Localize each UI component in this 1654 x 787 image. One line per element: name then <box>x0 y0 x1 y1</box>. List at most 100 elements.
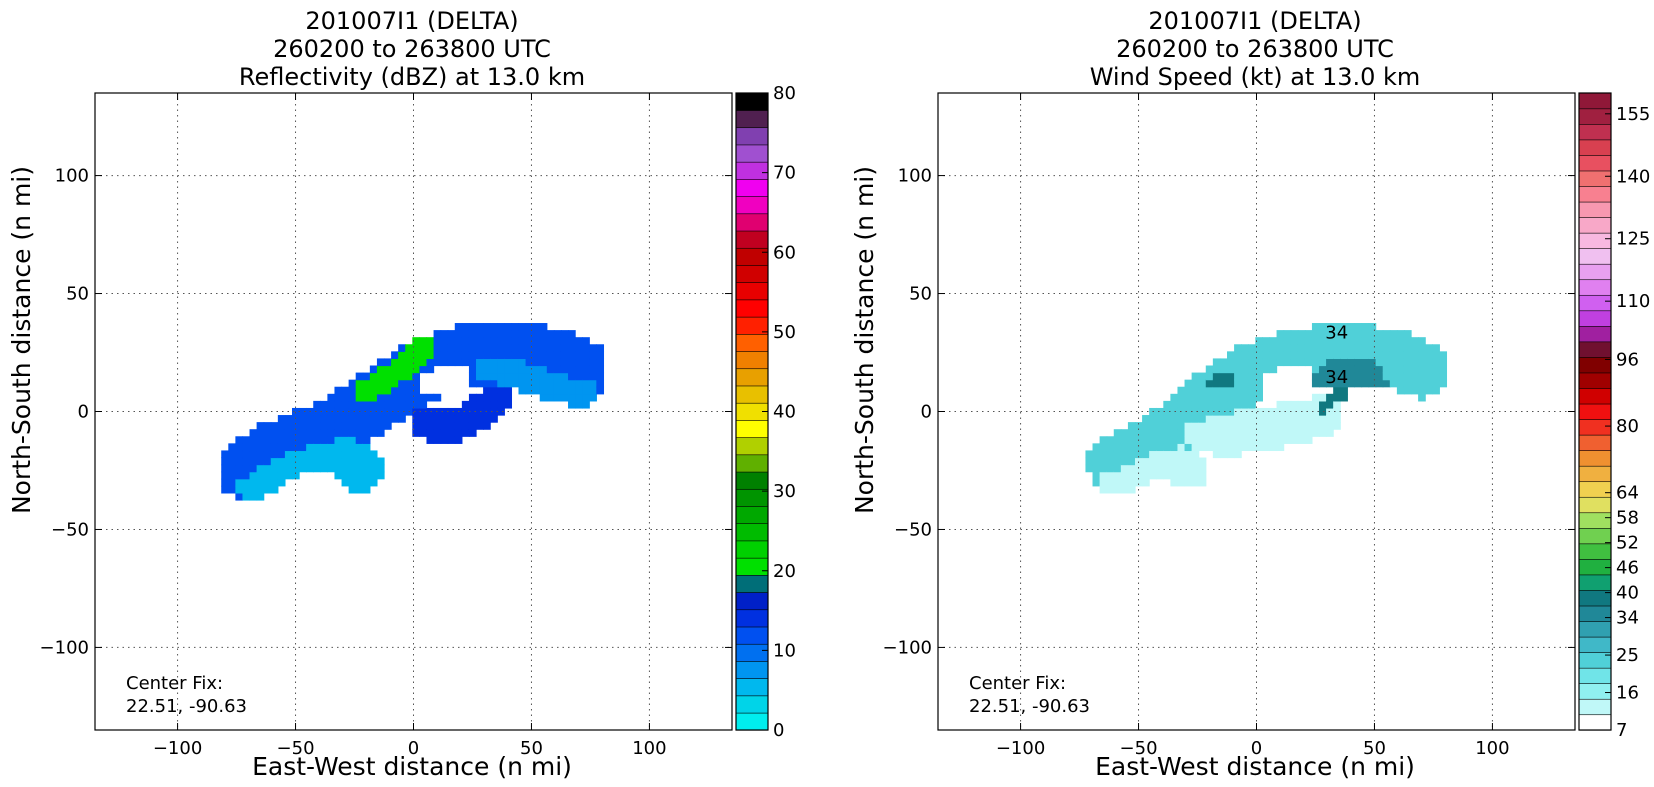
field-cell <box>575 372 583 381</box>
field-cell <box>575 337 583 345</box>
field-cell <box>589 344 597 352</box>
field-cell <box>589 358 597 367</box>
field-cell <box>1177 400 1186 409</box>
field-cell <box>582 358 590 367</box>
field-cell <box>1311 422 1320 430</box>
field-cell <box>1326 429 1334 437</box>
field-cell <box>1255 351 1263 360</box>
field-cell <box>320 457 328 466</box>
field-cell <box>334 471 343 480</box>
field-cell <box>412 344 420 352</box>
center-fix-label: Center Fix: <box>969 673 1066 694</box>
field-cell <box>1177 386 1186 395</box>
colorbar-segment <box>1578 543 1612 560</box>
field-cell <box>320 443 328 452</box>
field-cell <box>412 386 420 395</box>
field-cell <box>1198 386 1207 395</box>
field-cell <box>1198 464 1207 473</box>
field-cell <box>1425 351 1433 360</box>
field-cell <box>263 422 272 430</box>
field-cell <box>341 478 350 487</box>
field-cell <box>1205 379 1214 388</box>
field-cell <box>1170 400 1179 409</box>
x-tick-label: 100 <box>632 738 666 759</box>
field-cell <box>1319 351 1327 360</box>
field-cell <box>1411 337 1419 345</box>
field-cell <box>511 365 520 374</box>
colorbar-tick-label: 30 <box>773 481 796 502</box>
field-cell <box>412 407 420 416</box>
field-cell <box>1191 407 1200 416</box>
field-cell <box>376 457 385 466</box>
field-cell <box>426 429 435 437</box>
field-cell <box>355 443 364 452</box>
field-cell <box>582 386 590 395</box>
field-cell <box>1234 351 1242 360</box>
colorbar-segment <box>735 454 769 473</box>
field-cell <box>1113 471 1122 480</box>
field-cell <box>1382 372 1391 381</box>
field-cell <box>483 393 491 402</box>
colorbar-tick-label: 50 <box>773 322 796 343</box>
field-cell <box>1432 351 1440 360</box>
field-cell <box>242 471 251 480</box>
field-cell <box>1248 415 1256 423</box>
field-cell <box>270 457 279 466</box>
field-cell <box>1191 471 1200 480</box>
colorbar-segment <box>1578 201 1612 218</box>
colorbar-segment <box>735 247 769 266</box>
field-cell <box>1304 344 1313 352</box>
field-cell <box>355 393 364 402</box>
field-cell <box>532 330 541 338</box>
field-cell <box>1311 337 1320 345</box>
field-cell <box>1333 330 1341 338</box>
field-cell <box>468 415 477 423</box>
colorbar-segment <box>1578 154 1612 172</box>
field-cell <box>490 415 498 423</box>
reflectivity-colorbar: 0 10 20 30 40 50 60 70 80 <box>735 83 796 741</box>
field-cell <box>568 337 576 345</box>
field-cell <box>511 379 520 388</box>
field-cell <box>568 393 576 402</box>
field-cell <box>1361 323 1370 331</box>
field-cell <box>362 393 371 402</box>
field-cell <box>1347 351 1356 360</box>
field-cell <box>256 436 265 444</box>
field-cell <box>256 443 265 452</box>
field-cell <box>468 337 477 345</box>
field-cell <box>1262 429 1271 437</box>
field-cell <box>391 351 399 360</box>
field-cell <box>1319 393 1327 402</box>
field-cell <box>1177 471 1186 480</box>
field-cell <box>511 323 520 331</box>
field-cell <box>1326 351 1334 360</box>
field-cell <box>412 337 420 345</box>
colorbar-tick-label: 80 <box>1616 416 1639 437</box>
field-cell <box>1170 415 1179 423</box>
field-cell <box>235 464 244 473</box>
field-cell <box>270 443 279 452</box>
colorbar-segment <box>1578 714 1612 731</box>
field-cell <box>1361 365 1370 374</box>
field-cell <box>334 400 343 409</box>
field-cell <box>1354 372 1363 381</box>
field-cell <box>1326 372 1334 381</box>
field-cell <box>1241 400 1249 409</box>
field-cell <box>568 344 576 352</box>
field-cell <box>568 365 576 374</box>
field-cell <box>1170 393 1179 402</box>
field-cell <box>497 372 505 381</box>
field-cell <box>263 457 272 466</box>
field-cell <box>490 330 498 338</box>
field-cell <box>1403 379 1412 388</box>
field-cell <box>553 372 562 381</box>
field-cell <box>1170 422 1179 430</box>
field-cell <box>1276 351 1285 360</box>
field-cell <box>299 407 307 416</box>
field-cell <box>1184 436 1193 444</box>
field-cell <box>376 429 385 437</box>
field-cell <box>1255 429 1263 437</box>
field-cell <box>490 393 498 402</box>
field-cell <box>1354 323 1363 331</box>
field-cell <box>270 436 279 444</box>
